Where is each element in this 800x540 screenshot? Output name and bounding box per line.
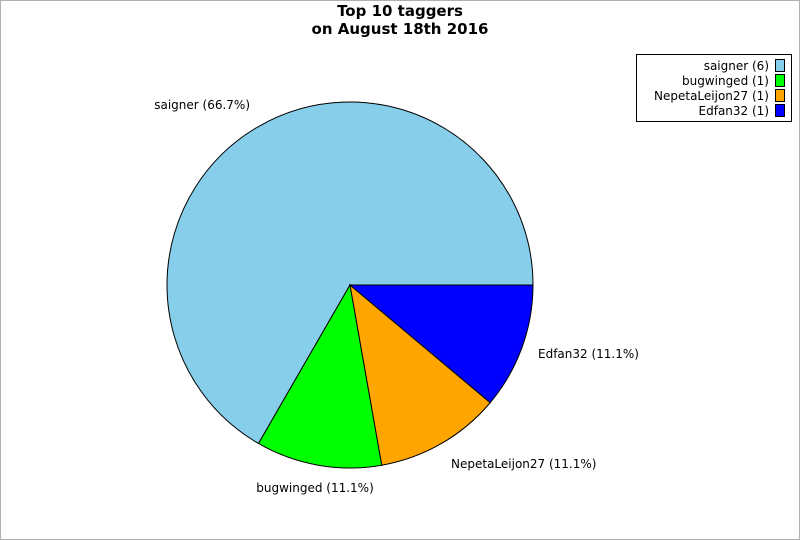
legend-item-label: Edfan32 (1) [698,104,769,118]
legend-swatch [775,59,785,72]
pie-labels: saigner (66.7%) bugwinged (11.1%) NepetaLe… [154,98,639,495]
slice-label-nepetaleijon27: NepetaLeijon27 (11.1%) [451,457,596,471]
legend-item-label: NepetaLeijon27 (1) [654,89,769,103]
slice-label-bugwinged: bugwinged (11.1%) [256,481,374,495]
legend-swatch [775,89,785,102]
chart-title-line-1: Top 10 taggers [337,2,463,20]
chart-title: Top 10 taggers on August 18th 2016 [0,2,800,38]
pie-slices [166,101,534,469]
pie-slice-nepetaleijon27 [349,283,491,466]
legend-item-nepetaleijon27: NepetaLeijon27 (1) [637,89,791,104]
legend-item-bugwinged: bugwinged (1) [637,74,791,89]
legend-item-edfan32: Edfan32 (1) [637,104,791,119]
slice-label-edfan32: Edfan32 (11.1%) [538,347,639,361]
pie-slice-edfan32 [348,284,534,404]
legend-item-label: saigner (6) [703,59,769,73]
legend-swatch [775,74,785,87]
legend-item-label: bugwinged (1) [681,74,769,88]
slice-label-saigner: saigner (66.7%) [154,98,250,112]
pie-slice-bugwinged [257,283,383,469]
legend: saigner (6) bugwinged (1) NepetaLeijon27 (… [636,54,792,122]
legend-swatch [775,104,785,117]
chart-title-line-2: on August 18th 2016 [311,20,489,38]
legend-item-saigner: saigner (6) [637,59,791,74]
pie-slice-saigner [166,101,534,445]
